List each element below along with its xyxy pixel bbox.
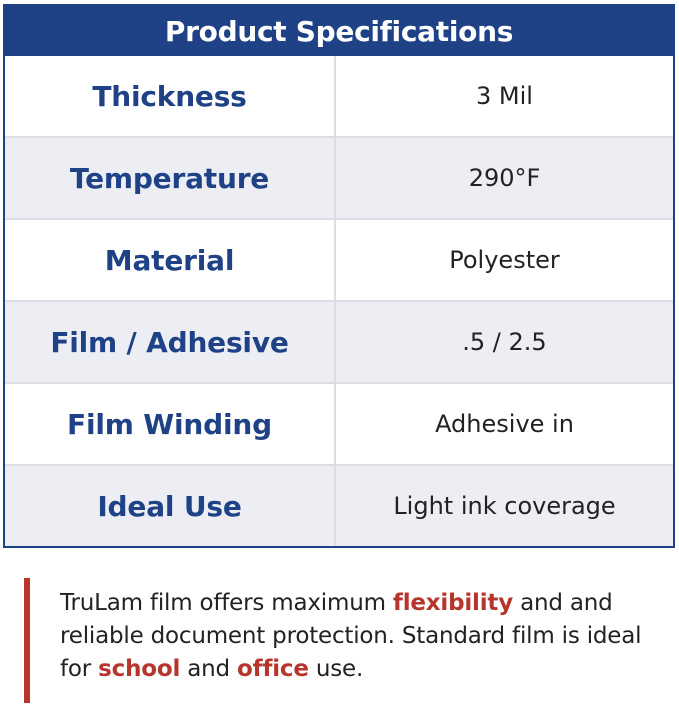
spec-label: Temperature xyxy=(5,138,336,218)
note-text: and xyxy=(180,656,238,682)
spec-value: Adhesive in xyxy=(435,410,574,438)
spec-label: Material xyxy=(5,220,336,300)
table-row: Thickness 3 Mil xyxy=(5,56,673,136)
table-row: Ideal Use Light ink coverage xyxy=(5,464,673,546)
table-row: Material Polyester xyxy=(5,218,673,300)
table-row: Film / Adhesive .5 / 2.5 xyxy=(5,300,673,382)
note-paragraph: TruLam film offers maximum flexibility a… xyxy=(60,587,660,686)
note-text: TruLam film offers maximum xyxy=(60,590,393,616)
spec-label: Ideal Use xyxy=(5,466,336,546)
table-row: Temperature 290°F xyxy=(5,136,673,218)
spec-table: Product Specifications Thickness 3 Mil Te… xyxy=(3,4,675,548)
spec-value: .5 / 2.5 xyxy=(462,328,547,356)
note-highlight: flexibility xyxy=(392,590,514,616)
note-highlight: office xyxy=(237,656,309,682)
note-text: and and reliable document protection. St… xyxy=(60,590,642,682)
spec-label: Film / Adhesive xyxy=(5,302,336,382)
spec-value: 290°F xyxy=(468,164,541,192)
spec-value: 3 Mil xyxy=(476,82,533,110)
note-text: use. xyxy=(308,656,364,682)
spec-value: Polyester xyxy=(449,246,560,274)
table-title: Product Specifications xyxy=(5,6,673,56)
spec-label: Thickness xyxy=(5,56,336,136)
spec-label: Film Winding xyxy=(5,384,336,464)
table-row: Film Winding Adhesive in xyxy=(5,382,673,464)
note-accent-bar xyxy=(24,578,30,703)
spec-value: Light ink coverage xyxy=(393,492,616,520)
note-highlight: school xyxy=(98,656,181,682)
